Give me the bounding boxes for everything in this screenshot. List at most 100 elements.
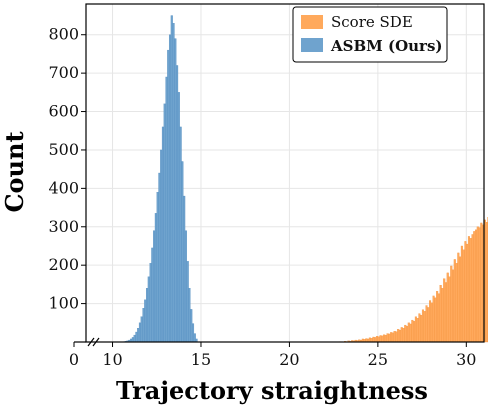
x-axis-label: Trajectory straightness bbox=[116, 376, 428, 405]
histogram-bar bbox=[466, 243, 469, 343]
legend-swatch-asbm bbox=[301, 38, 323, 52]
histogram-bar bbox=[381, 335, 384, 343]
legend-label-asbm: ASBM (Ours) bbox=[330, 37, 443, 55]
histogram-bar bbox=[398, 329, 402, 343]
histogram-bar bbox=[372, 336, 375, 343]
histogram-bar bbox=[386, 333, 389, 343]
histogram-bar bbox=[190, 309, 193, 343]
histogram-bar bbox=[167, 49, 170, 343]
histogram-bar bbox=[384, 334, 387, 343]
histogram-bar bbox=[135, 331, 138, 343]
y-tick-label: 100 bbox=[48, 294, 79, 313]
histogram-bar bbox=[165, 76, 168, 343]
histogram-bar bbox=[407, 322, 410, 343]
histogram-bar bbox=[153, 230, 156, 343]
histogram-bar bbox=[158, 172, 161, 343]
histogram-bar bbox=[485, 222, 488, 343]
histogram-bar bbox=[475, 229, 478, 343]
histogram-bar bbox=[186, 261, 189, 343]
histogram-bar bbox=[390, 332, 393, 343]
legend-label-score-sde: Score SDE bbox=[331, 13, 413, 31]
histogram-bar bbox=[383, 334, 386, 343]
histogram-bar bbox=[436, 291, 439, 343]
histogram-bar bbox=[144, 299, 147, 343]
histogram-bar bbox=[137, 328, 140, 343]
histogram-bar bbox=[444, 282, 448, 343]
histogram-bar bbox=[142, 308, 145, 343]
x-tick-label: 30 bbox=[456, 350, 476, 369]
histogram-bar bbox=[423, 311, 426, 343]
histogram-bar bbox=[473, 231, 476, 343]
histogram-bar bbox=[179, 126, 182, 343]
histogram-bar bbox=[172, 23, 175, 343]
axis-break-mark bbox=[87, 337, 95, 347]
x-tick-label: 25 bbox=[368, 350, 388, 369]
histogram-bar bbox=[191, 323, 195, 343]
histogram-bar bbox=[402, 328, 405, 343]
histogram-bar bbox=[397, 329, 400, 343]
histogram-bars bbox=[122, 15, 488, 343]
histogram-bar bbox=[193, 333, 196, 343]
x-tick-label: 0 bbox=[69, 350, 79, 369]
histogram-bar bbox=[149, 263, 152, 343]
histogram-bar bbox=[434, 297, 437, 343]
histogram-bar bbox=[443, 278, 446, 343]
histogram-bar bbox=[151, 247, 154, 343]
histogram-bar bbox=[460, 245, 463, 343]
histogram-bar bbox=[469, 238, 472, 343]
histogram-bar bbox=[388, 333, 391, 343]
histogram-bar bbox=[374, 337, 377, 343]
histogram-bar bbox=[377, 336, 380, 343]
histogram-bar bbox=[174, 38, 177, 343]
histogram-bar bbox=[183, 195, 186, 343]
y-tick-label: 400 bbox=[48, 178, 79, 197]
series-score-sde bbox=[338, 217, 488, 343]
histogram-bar bbox=[413, 321, 416, 343]
x-tick-label: 20 bbox=[279, 350, 299, 369]
histogram-bar bbox=[133, 334, 136, 343]
histogram-bar bbox=[156, 192, 159, 343]
histogram-bar bbox=[140, 316, 143, 343]
histogram-bar bbox=[420, 314, 423, 343]
histogram-bar bbox=[145, 288, 149, 343]
axes bbox=[73, 3, 485, 347]
series-asbm bbox=[122, 15, 198, 343]
legend: Score SDE ASBM (Ours) bbox=[292, 6, 448, 63]
histogram-bar bbox=[432, 295, 435, 343]
histogram-bar bbox=[411, 319, 414, 343]
histogram-bar bbox=[400, 327, 403, 343]
y-tick-label: 800 bbox=[48, 25, 79, 44]
histogram-bar bbox=[368, 337, 371, 343]
histogram-bar bbox=[476, 226, 479, 343]
legend-swatch-score-sde bbox=[301, 15, 323, 29]
histogram-bar bbox=[379, 335, 382, 343]
histogram-bar bbox=[452, 269, 455, 343]
x-tick-label: 10 bbox=[102, 350, 122, 369]
histogram-bar bbox=[455, 263, 458, 343]
histogram-bar bbox=[138, 322, 141, 343]
histogram-bar bbox=[131, 337, 134, 343]
y-tick-label: 300 bbox=[48, 217, 79, 236]
histogram-bar bbox=[459, 256, 462, 343]
histogram-bar bbox=[429, 300, 432, 343]
histogram-bar bbox=[478, 227, 481, 343]
histogram-bar bbox=[437, 293, 440, 343]
histogram-bar bbox=[441, 288, 444, 343]
histogram-bar bbox=[393, 331, 396, 343]
y-tick-label: 500 bbox=[48, 140, 79, 159]
histogram-bar bbox=[395, 331, 398, 343]
histogram-bar bbox=[154, 213, 157, 343]
histogram-bar bbox=[184, 230, 187, 343]
histogram-bar bbox=[448, 276, 451, 343]
histogram-bar bbox=[416, 318, 419, 343]
histogram-bar bbox=[430, 302, 433, 343]
histogram-bar bbox=[163, 103, 166, 343]
histogram-bar bbox=[375, 336, 379, 343]
histogram-bar bbox=[421, 309, 425, 343]
histogram-bar bbox=[188, 288, 191, 343]
histogram-bar bbox=[170, 15, 173, 343]
y-tick-label: 200 bbox=[48, 255, 79, 274]
y-axis-label: Count bbox=[0, 131, 29, 212]
histogram-bar bbox=[471, 234, 474, 343]
